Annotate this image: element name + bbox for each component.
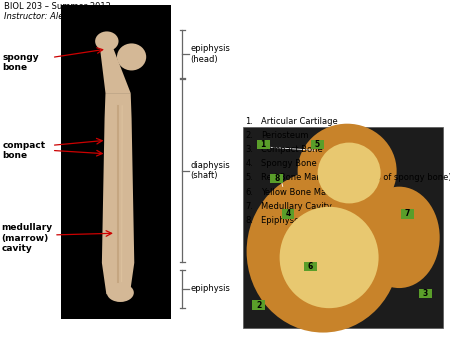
- Text: Compact Bone: Compact Bone: [261, 145, 323, 154]
- Text: compact
bone: compact bone: [2, 141, 45, 160]
- FancyBboxPatch shape: [311, 140, 324, 149]
- Text: Instructor: Alexandra Okihiro: Instructor: Alexandra Okihiro: [4, 12, 126, 21]
- Ellipse shape: [297, 124, 396, 218]
- Text: 4: 4: [285, 210, 291, 218]
- Text: 6: 6: [308, 262, 313, 271]
- FancyBboxPatch shape: [282, 209, 294, 219]
- Text: Medullary Cavity: Medullary Cavity: [261, 202, 332, 211]
- Text: 7: 7: [405, 210, 410, 218]
- FancyBboxPatch shape: [270, 174, 283, 183]
- Text: Periosteum: Periosteum: [261, 131, 309, 140]
- FancyBboxPatch shape: [257, 140, 270, 149]
- Text: diaphysis
(shaft): diaphysis (shaft): [190, 161, 230, 180]
- Text: 5: 5: [315, 140, 320, 149]
- Ellipse shape: [95, 31, 118, 51]
- Ellipse shape: [247, 170, 400, 333]
- Text: 2: 2: [256, 301, 261, 310]
- Text: 3.: 3.: [245, 145, 253, 154]
- Text: 1.: 1.: [245, 117, 253, 126]
- Text: epiphysis: epiphysis: [190, 285, 230, 293]
- Polygon shape: [102, 93, 134, 294]
- FancyBboxPatch shape: [304, 262, 317, 271]
- Text: 3: 3: [423, 289, 428, 298]
- Text: BIOL 203 – Summer 2012: BIOL 203 – Summer 2012: [4, 2, 112, 11]
- Text: epiphysis
(head): epiphysis (head): [190, 44, 230, 64]
- Ellipse shape: [359, 187, 440, 288]
- FancyBboxPatch shape: [252, 300, 265, 310]
- Ellipse shape: [117, 43, 146, 70]
- Text: 1: 1: [261, 140, 266, 149]
- Text: Epiphyseal Line: Epiphyseal Line: [261, 216, 327, 225]
- Text: 8.: 8.: [245, 216, 253, 225]
- Text: Yellow Bone Marrow: Yellow Bone Marrow: [261, 188, 345, 197]
- Text: Spongy Bone: Spongy Bone: [261, 159, 317, 168]
- Polygon shape: [100, 49, 130, 93]
- FancyBboxPatch shape: [419, 289, 432, 298]
- Text: Red Bone Marrow (In spaces of spongy bone): Red Bone Marrow (In spaces of spongy bon…: [261, 173, 450, 183]
- Text: Articular Cartilage: Articular Cartilage: [261, 117, 338, 126]
- Ellipse shape: [279, 207, 378, 308]
- Ellipse shape: [107, 283, 134, 302]
- Text: medullary
(marrow)
cavity: medullary (marrow) cavity: [1, 223, 53, 253]
- Text: 4.: 4.: [245, 159, 253, 168]
- Text: 7.: 7.: [245, 202, 253, 211]
- Text: 6.: 6.: [245, 188, 253, 197]
- Text: 5.: 5.: [245, 173, 253, 183]
- Text: spongy
bone: spongy bone: [2, 53, 39, 72]
- FancyBboxPatch shape: [401, 209, 414, 219]
- Ellipse shape: [318, 143, 381, 203]
- Bar: [243, 127, 443, 328]
- Bar: [61, 5, 171, 319]
- Text: 2.: 2.: [245, 131, 253, 140]
- Text: 8: 8: [274, 174, 279, 183]
